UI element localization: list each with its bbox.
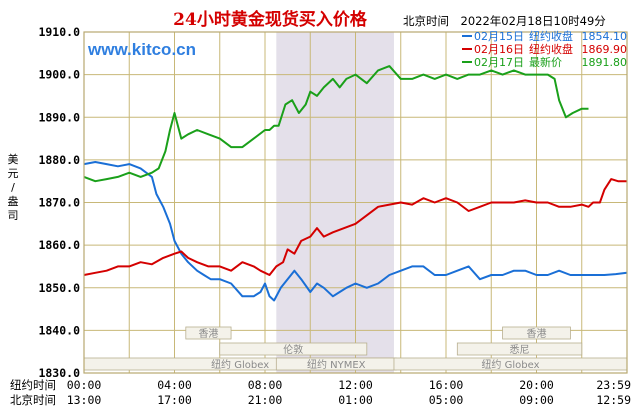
session-label: 香港 — [527, 328, 547, 340]
x-tick-label: 04:00 — [157, 378, 192, 392]
y-tick-label: 1910.0 — [38, 25, 80, 39]
session-label: 纽约 Globex — [481, 358, 539, 371]
x-tick-label: 23:59 — [596, 378, 631, 392]
x-tick-label: 01:00 — [338, 393, 373, 407]
legend-entry: 02月16日 纽约收盘 1869.90 — [474, 42, 627, 56]
session-bar — [502, 326, 571, 340]
x-tick-label: 13:00 — [67, 393, 102, 407]
chart-title: 24小时黄金现货买入价格 — [173, 9, 368, 30]
x-tick-label: 05:00 — [429, 393, 464, 407]
x-tick-label: 09:00 — [519, 393, 554, 407]
y-axis-label-char: 美 — [8, 153, 19, 166]
y-tick-label: 1840.0 — [38, 323, 80, 337]
session-bar — [219, 342, 368, 356]
x-tick-label: 12:00 — [338, 378, 373, 392]
legend-entry: 02月15日 纽约收盘 1854.10 — [474, 29, 627, 43]
session-label: 纽约 NYMEX — [307, 358, 366, 371]
x-tick-label: 16:00 — [429, 378, 464, 392]
y-tick-label: 1880.0 — [38, 153, 80, 167]
y-axis-label-char: 盎 — [8, 194, 19, 208]
x-tick-label: 08:00 — [248, 378, 283, 392]
y-axis-label-char: / — [11, 181, 15, 194]
y-tick-label: 1850.0 — [38, 281, 80, 295]
timestamp: 北京时间 2022年02月18日10时49分 — [403, 14, 606, 28]
y-axis-label-char: 元 — [8, 167, 19, 180]
x-axis-row-label: 纽约时间 — [10, 378, 56, 392]
y-tick-label: 1900.0 — [38, 68, 80, 82]
series-line-1 — [83, 161, 628, 302]
x-tick-label: 20:00 — [519, 378, 554, 392]
series-line-3 — [83, 65, 589, 183]
series-line-2 — [83, 178, 627, 276]
legend-entry: 02月17日 最新价 1891.80 — [474, 55, 627, 69]
session-label: 纽约 Globex — [211, 358, 269, 371]
y-tick-label: 1870.0 — [38, 196, 80, 210]
session-label: 伦敦 — [283, 343, 303, 356]
session-bar — [456, 342, 583, 356]
session-label: 香港 — [198, 328, 218, 340]
y-tick-label: 1830.0 — [38, 366, 80, 380]
x-axis-row-label: 北京时间 — [10, 393, 56, 407]
x-tick-label: 17:00 — [157, 393, 192, 407]
plot-frame — [83, 31, 628, 374]
x-tick-label: 00:00 — [67, 378, 102, 392]
y-tick-label: 1890.0 — [38, 110, 80, 124]
watermark-url: www.kitco.cn — [87, 40, 196, 59]
session-bar — [185, 326, 232, 340]
y-axis-label-char: 司 — [8, 209, 19, 222]
x-tick-label: 12:59 — [596, 393, 631, 407]
session-label: 悉尼 — [510, 344, 530, 356]
x-tick-label: 21:00 — [248, 393, 283, 407]
y-tick-label: 1860.0 — [38, 238, 80, 252]
